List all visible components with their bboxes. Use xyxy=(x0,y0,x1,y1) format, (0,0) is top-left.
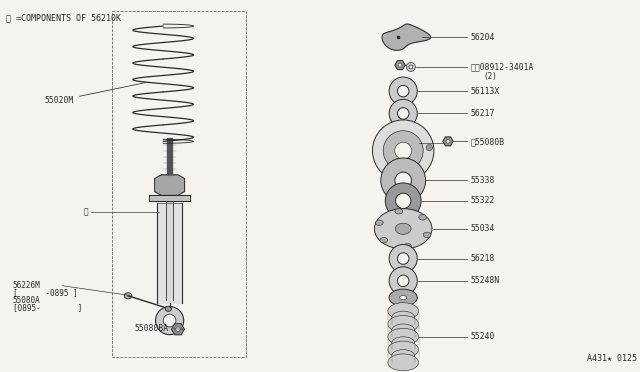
Ellipse shape xyxy=(389,267,417,295)
Ellipse shape xyxy=(175,327,180,331)
Ellipse shape xyxy=(124,293,132,299)
Ellipse shape xyxy=(419,215,426,220)
Polygon shape xyxy=(382,24,431,50)
Ellipse shape xyxy=(374,209,432,249)
Ellipse shape xyxy=(380,237,388,243)
Ellipse shape xyxy=(406,62,415,71)
Text: ※ⓝ08912-3401A: ※ⓝ08912-3401A xyxy=(470,62,534,71)
Ellipse shape xyxy=(404,244,412,249)
Text: 56218: 56218 xyxy=(470,254,495,263)
Ellipse shape xyxy=(396,193,411,209)
Ellipse shape xyxy=(397,253,409,264)
Text: [      -0895 ]: [ -0895 ] xyxy=(13,288,77,297)
Ellipse shape xyxy=(389,77,417,105)
Polygon shape xyxy=(149,195,190,201)
Ellipse shape xyxy=(372,120,434,182)
Ellipse shape xyxy=(397,86,409,97)
Ellipse shape xyxy=(395,172,412,189)
Ellipse shape xyxy=(163,314,176,327)
Text: 55080BA: 55080BA xyxy=(134,324,183,333)
Polygon shape xyxy=(155,175,184,195)
Ellipse shape xyxy=(392,350,415,362)
Polygon shape xyxy=(395,61,405,70)
Ellipse shape xyxy=(376,220,383,225)
Ellipse shape xyxy=(388,328,419,345)
Ellipse shape xyxy=(398,63,402,67)
Ellipse shape xyxy=(389,244,417,273)
Text: 56113X: 56113X xyxy=(470,87,500,96)
Text: 55020M: 55020M xyxy=(45,83,147,105)
Ellipse shape xyxy=(165,306,172,311)
Text: 55338: 55338 xyxy=(470,176,495,185)
Ellipse shape xyxy=(395,209,403,214)
Ellipse shape xyxy=(397,275,409,286)
Text: [0895-        ]: [0895- ] xyxy=(13,303,82,312)
Ellipse shape xyxy=(388,354,419,371)
Ellipse shape xyxy=(389,99,417,128)
Text: (2): (2) xyxy=(483,72,497,81)
Text: A431★ 0125: A431★ 0125 xyxy=(587,354,637,363)
Text: ※55080B: ※55080B xyxy=(470,137,504,146)
Text: 55034: 55034 xyxy=(470,224,495,233)
Text: 55080A: 55080A xyxy=(13,296,40,305)
Ellipse shape xyxy=(392,324,415,337)
Ellipse shape xyxy=(396,223,411,234)
Polygon shape xyxy=(443,137,453,146)
Ellipse shape xyxy=(392,311,415,324)
Ellipse shape xyxy=(388,315,419,332)
Ellipse shape xyxy=(399,295,407,300)
Text: ※ =COMPONENTS OF 56210K: ※ =COMPONENTS OF 56210K xyxy=(6,13,122,22)
Text: 55240: 55240 xyxy=(470,332,495,341)
Ellipse shape xyxy=(397,108,409,119)
Ellipse shape xyxy=(389,289,417,306)
Ellipse shape xyxy=(388,341,419,358)
Ellipse shape xyxy=(381,158,426,203)
Ellipse shape xyxy=(395,142,412,159)
Text: 56226M: 56226M xyxy=(13,281,40,290)
Text: 56217: 56217 xyxy=(470,109,495,118)
Ellipse shape xyxy=(426,144,433,151)
Text: 55248N: 55248N xyxy=(470,276,500,285)
Ellipse shape xyxy=(385,183,421,219)
Text: ※: ※ xyxy=(84,208,89,217)
Text: 56204: 56204 xyxy=(470,33,495,42)
Ellipse shape xyxy=(446,140,450,143)
Ellipse shape xyxy=(392,337,415,349)
Text: 55322: 55322 xyxy=(470,196,495,205)
Polygon shape xyxy=(172,324,184,335)
Ellipse shape xyxy=(388,303,419,320)
Ellipse shape xyxy=(423,232,431,238)
Ellipse shape xyxy=(409,65,413,69)
Ellipse shape xyxy=(156,307,184,335)
Ellipse shape xyxy=(383,131,423,171)
